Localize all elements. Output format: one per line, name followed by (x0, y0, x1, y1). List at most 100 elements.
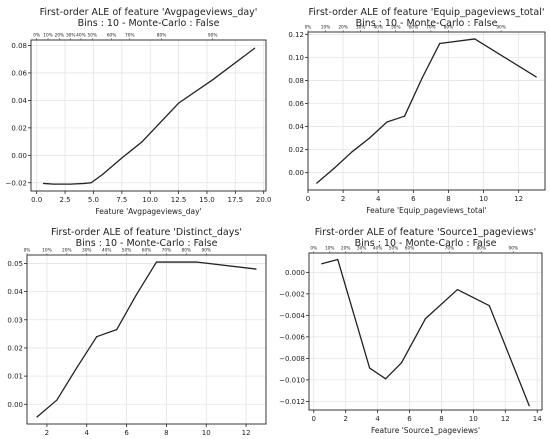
plot-frame (308, 252, 543, 411)
top-tick-label: 10% (321, 25, 331, 31)
top-tick-label: 10% (43, 33, 53, 39)
y-tick-label: 0.01 (7, 373, 23, 381)
ale-point (337, 258, 339, 261)
ale-point (42, 182, 45, 185)
y-tick-label: −0.004 (279, 312, 305, 320)
y-tick-label: −0.006 (279, 333, 305, 341)
x-tick-label: 2 (341, 195, 345, 203)
ale-point (333, 167, 335, 169)
top-tick-label: 80% (157, 33, 167, 39)
x-tick-label: 7.5 (116, 196, 127, 204)
x-tick-label: 4 (85, 429, 90, 437)
x-tick-label: 2.5 (59, 196, 70, 204)
top-tick-label: 0% (305, 25, 312, 31)
top-tick-label: 50% (391, 25, 401, 31)
top-tick-label: 90% (496, 25, 506, 31)
top-tick-label: 20% (338, 25, 348, 31)
top-tick-label: 80% (444, 25, 454, 31)
top-tick-label: 70% (162, 248, 172, 254)
ale-point (177, 102, 180, 104)
x-tick-label: 10 (479, 195, 488, 203)
x-tick-label: 0.0 (31, 196, 42, 204)
ale-line (43, 47, 256, 185)
y-tick-label: 0.00 (7, 401, 23, 409)
x-tick-label: 2 (45, 429, 49, 437)
x-tick-label: 15.0 (199, 196, 215, 204)
ale-point (53, 183, 55, 185)
ale-point (141, 140, 143, 143)
y-tick-label: −0.008 (279, 355, 305, 363)
y-tick-label: −0.012 (279, 398, 305, 406)
ale-point (255, 268, 257, 270)
ale-point (386, 121, 388, 123)
x-tick-label: 12 (501, 415, 510, 423)
x-tick-label: 4 (376, 195, 381, 203)
top-tick-label: 30% (82, 248, 92, 254)
top-tick-label: 60% (142, 248, 152, 254)
top-tick-label: 0% (310, 246, 317, 252)
ale-point (424, 317, 427, 320)
top-tick-label: 70% (426, 25, 436, 31)
ale-point (83, 182, 85, 185)
x-tick-label: 14 (533, 415, 542, 423)
chart-subtitle: Bins : 10 - Monte-Carlo : False (78, 18, 220, 29)
ale-point (101, 173, 104, 176)
top-tick-label: 60% (409, 25, 419, 31)
plot-frame (30, 39, 267, 192)
y-tick-label: 0.000 (285, 269, 305, 277)
x-tick-label: 8 (439, 415, 443, 423)
ale-point (135, 293, 138, 296)
ale-point (368, 137, 371, 139)
chart-subtitle: Bins : 10 - Monte-Carlo : False (76, 238, 218, 249)
y-tick-label: 0.05 (7, 260, 23, 268)
ale-point (369, 367, 371, 369)
y-tick-label: 0.03 (7, 316, 23, 324)
top-tick-label: 30% (66, 33, 76, 39)
ale-point (254, 47, 256, 49)
top-tick-label: 0% (24, 248, 31, 254)
y-tick-label: −0.010 (279, 376, 305, 384)
x-tick-label: 4 (375, 415, 380, 423)
chart-title: First-order ALE of feature 'Distinct_day… (51, 227, 242, 238)
x-axis-label: Feature 'Source1_pageviews' (371, 426, 480, 435)
y-tick-label: 0.00 (11, 152, 27, 160)
x-tick-label: 12 (242, 429, 251, 437)
x-tick-label: 10 (469, 415, 478, 423)
x-tick-label: 6 (411, 195, 416, 203)
y-tick-label: 0.10 (288, 54, 304, 62)
ale-line (321, 258, 530, 406)
top-tick-label: 90% (208, 33, 218, 39)
top-tick-label: 40% (76, 33, 86, 39)
x-axis-label: Feature 'Avgpageviews_day' (95, 207, 201, 216)
ale-point (528, 405, 530, 407)
chart-distinct-days: First-order ALE of feature 'Distinct_day… (7, 227, 267, 437)
y-tick-label: 0.12 (288, 31, 304, 39)
ale-point (56, 399, 58, 401)
ale-point (488, 305, 490, 307)
top-tick-label: 50% (88, 33, 98, 39)
y-tick-label: 0.08 (11, 42, 27, 50)
top-tick-label: 10% (42, 248, 52, 254)
y-tick-label: 0.06 (11, 69, 27, 77)
top-tick-label: 70% (445, 246, 455, 252)
ale-point (456, 288, 459, 291)
x-tick-label: 0 (306, 195, 310, 203)
x-tick-label: 8 (446, 195, 450, 203)
plot-frame (307, 31, 546, 191)
ale-point (116, 329, 118, 331)
top-tick-label: 30% (357, 246, 367, 252)
top-tick-label: 50% (122, 248, 132, 254)
chart-title: First-order ALE of feature 'Avgpageviews… (40, 7, 258, 18)
top-tick-label: 0% (33, 33, 40, 39)
x-tick-label: 6 (124, 429, 129, 437)
x-tick-label: 12.5 (171, 196, 187, 204)
x-tick-label: 6 (407, 415, 412, 423)
y-tick-label: 0.04 (11, 97, 27, 105)
y-tick-label: 0.04 (288, 123, 304, 131)
x-tick-label: 10.0 (142, 196, 158, 204)
plot-frame (26, 254, 267, 425)
top-tick-label: 30% (356, 25, 366, 31)
chart-title: First-order ALE of feature 'Source1_page… (315, 227, 536, 238)
y-tick-label: 0.00 (288, 169, 304, 177)
chart-title: First-order ALE of feature 'Equip_pagevi… (309, 7, 545, 18)
